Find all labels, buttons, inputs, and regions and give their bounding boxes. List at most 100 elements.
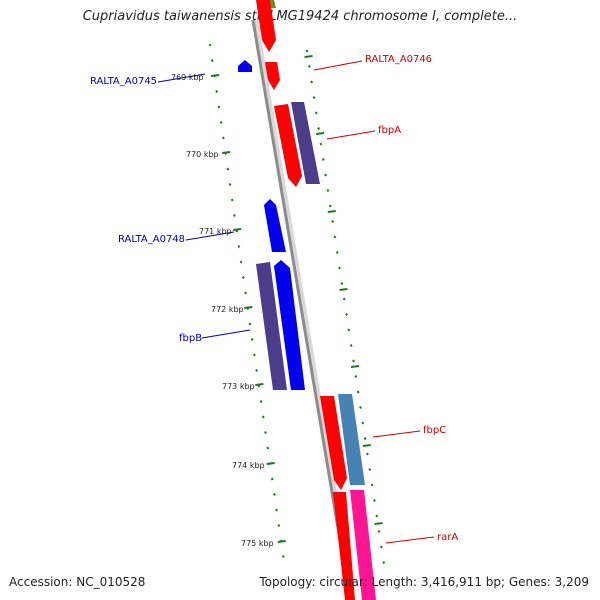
minor-tick	[255, 369, 259, 372]
gene-ralta-a0746	[265, 62, 280, 90]
gene-label-ralta-a0746: RALTA_A0746	[365, 54, 432, 65]
gene-label-fbpa: fbpA	[378, 125, 401, 136]
minor-tick	[230, 198, 234, 202]
tick-label-770: 770 kbp	[186, 150, 219, 159]
minor-tick	[321, 158, 325, 161]
minor-tick	[370, 483, 374, 487]
gene-fbpc	[338, 394, 365, 485]
minor-tick	[317, 127, 321, 130]
minor-tick	[266, 446, 270, 450]
major-tick	[362, 444, 372, 447]
map-title: Cupriavidus taiwanensis str. LMG19424 ch…	[82, 9, 518, 24]
gene-fbpc-red	[320, 396, 347, 490]
minor-tick	[377, 530, 381, 533]
minor-tick	[326, 189, 330, 192]
minor-tick	[331, 220, 334, 223]
minor-tick	[375, 514, 379, 518]
minor-tick	[349, 344, 353, 347]
major-tick	[315, 132, 325, 135]
minor-tick	[314, 111, 318, 115]
tick-label-771: 771 kbp	[199, 227, 232, 236]
leader-rara	[385, 536, 435, 544]
leader-fbpc	[372, 430, 421, 438]
minor-tick	[241, 276, 245, 279]
minor-tick	[221, 136, 225, 140]
minor-tick	[328, 204, 332, 208]
minor-tick	[272, 493, 276, 496]
minor-tick	[239, 260, 243, 264]
gene-label-fbpc: fbpC	[423, 425, 446, 436]
major-tick	[244, 306, 253, 309]
minor-tick	[264, 431, 267, 434]
tick-label-773: 773 kbp	[222, 382, 255, 391]
minor-tick	[359, 406, 362, 409]
minor-tick	[340, 282, 344, 285]
minor-tick	[228, 183, 232, 186]
major-tick	[374, 522, 383, 525]
gene-red-top	[256, 0, 276, 52]
minor-tick	[275, 508, 278, 512]
tick-label-772: 772 kbp	[211, 305, 244, 314]
major-tick	[222, 151, 231, 154]
gene-rara-red	[333, 492, 355, 600]
tick-label-775: 775 kbp	[241, 539, 274, 548]
gene-rara	[350, 490, 376, 600]
gene-ralta-a0748	[264, 199, 286, 252]
minor-tick	[352, 359, 355, 363]
minor-tick	[210, 59, 214, 62]
major-tick	[233, 228, 242, 231]
minor-tick	[382, 561, 386, 564]
leader-fbpb	[201, 329, 251, 339]
minor-tick	[373, 499, 376, 502]
minor-tick	[277, 524, 281, 527]
minor-tick	[361, 421, 365, 425]
minor-tick	[366, 452, 369, 456]
minor-tick	[208, 43, 212, 47]
leader-fbpa	[326, 130, 376, 140]
major-tick	[350, 365, 360, 368]
gene-fbpa-red	[274, 104, 302, 187]
gene-label-fbpb: fbpB	[179, 333, 202, 344]
minor-tick	[217, 105, 221, 109]
minor-tick	[253, 353, 256, 357]
minor-tick	[259, 400, 263, 403]
minor-tick	[345, 313, 348, 316]
gene-ralta-a0745	[238, 60, 252, 72]
gene-label-rara: rarA	[437, 532, 458, 543]
genome-stats-text: Topology: circular; Length: 3,416,911 bp…	[259, 575, 589, 589]
major-tick	[211, 74, 220, 77]
minor-tick	[248, 322, 252, 326]
major-tick	[327, 210, 336, 213]
minor-tick	[363, 437, 367, 440]
minor-tick	[380, 545, 383, 549]
minor-tick	[237, 245, 241, 248]
major-ticks	[211, 55, 383, 543]
minor-tick	[281, 555, 285, 558]
minor-tick	[338, 266, 341, 270]
minor-tick	[310, 80, 314, 84]
gene-fbpa	[291, 102, 320, 184]
minor-tick	[347, 328, 351, 332]
minor-tick	[324, 173, 327, 177]
gene-fbpb	[256, 262, 287, 390]
backbone	[251, 19, 352, 600]
major-tick	[266, 462, 275, 465]
minor-tick	[305, 49, 309, 53]
minor-tick	[261, 415, 265, 419]
minor-tick	[250, 338, 254, 341]
minor-tick	[233, 214, 236, 217]
minor-tick	[356, 390, 360, 394]
gene-label-ralta-a0745: RALTA_A0745	[90, 76, 157, 87]
leader-ralta-a0746	[313, 60, 363, 71]
minor-tick	[342, 297, 346, 301]
major-tick	[255, 383, 264, 386]
minor-tick	[335, 251, 339, 254]
minor-tick	[244, 291, 247, 295]
minor-tick	[219, 121, 223, 124]
minor-tick	[270, 477, 274, 481]
minor-tick	[307, 65, 311, 68]
major-tick	[277, 540, 286, 543]
accession-text: Accession: NC_010528	[9, 575, 146, 589]
minor-tick	[333, 235, 337, 239]
